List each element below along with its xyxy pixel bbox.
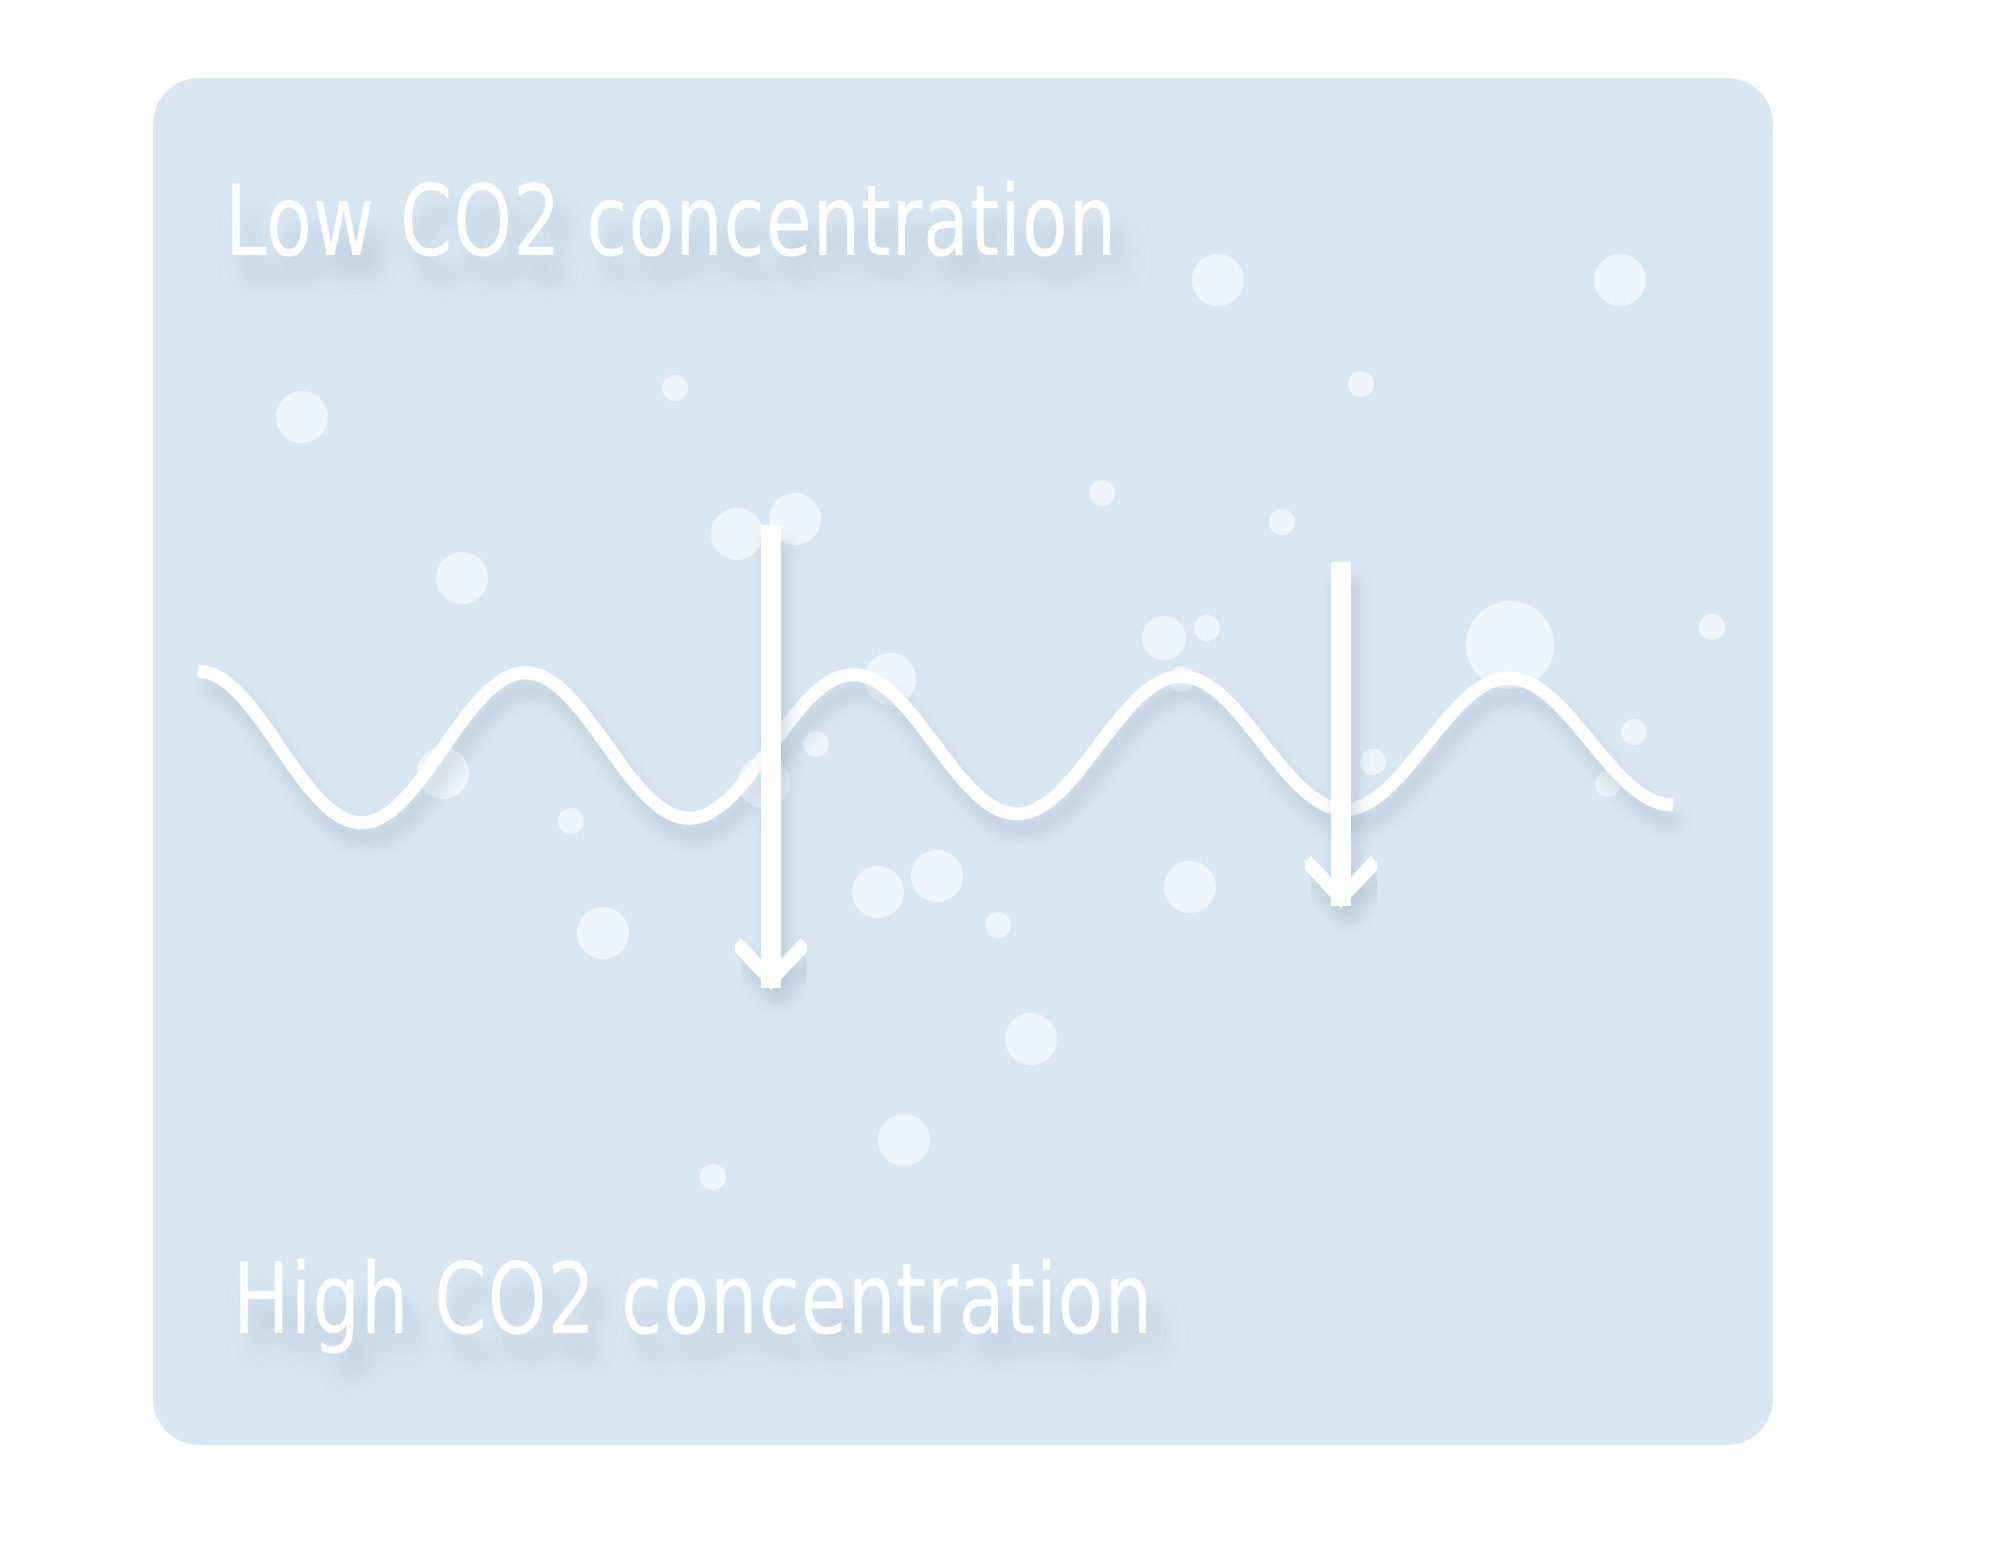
co2-bubble	[878, 1114, 930, 1166]
diffusion-arrow-right	[1301, 562, 1381, 909]
co2-bubble	[769, 493, 821, 545]
co2-bubble	[577, 907, 629, 959]
co2-bubble	[803, 731, 829, 757]
co2-bubble	[864, 653, 916, 705]
co2-bubble	[1192, 254, 1244, 306]
co2-bubble	[558, 808, 584, 834]
co2-bubble	[276, 391, 328, 443]
diagram-panel	[153, 78, 1773, 1445]
co2-bubble	[1466, 601, 1554, 689]
co2-bubble	[662, 375, 688, 401]
co2-bubble	[1164, 861, 1216, 913]
co2-bubble	[1005, 1013, 1057, 1065]
co2-bubble	[852, 866, 904, 918]
co2-bubble	[700, 1164, 726, 1190]
co2-bubble	[1699, 614, 1725, 640]
co2-bubble	[436, 552, 488, 604]
co2-bubble	[1621, 719, 1647, 745]
co2-bubble	[1089, 480, 1115, 506]
co2-bubble	[1269, 509, 1295, 535]
co2-bubble	[1360, 749, 1386, 775]
co2-bubble	[1194, 615, 1220, 641]
co2-bubble	[1142, 616, 1186, 660]
co2-bubble	[911, 850, 963, 902]
membrane-wave-line	[197, 664, 1674, 830]
co2-bubble	[985, 912, 1011, 938]
low-co2-label: Low CO2 concentration	[225, 165, 1117, 279]
co2-bubbles	[276, 254, 1725, 1190]
co2-bubble	[1348, 371, 1374, 397]
diffusion-arrow-left	[731, 525, 811, 991]
co2-bubble	[711, 508, 763, 560]
co2-bubble	[1594, 254, 1646, 306]
high-co2-label: High CO2 concentration	[233, 1243, 1153, 1357]
